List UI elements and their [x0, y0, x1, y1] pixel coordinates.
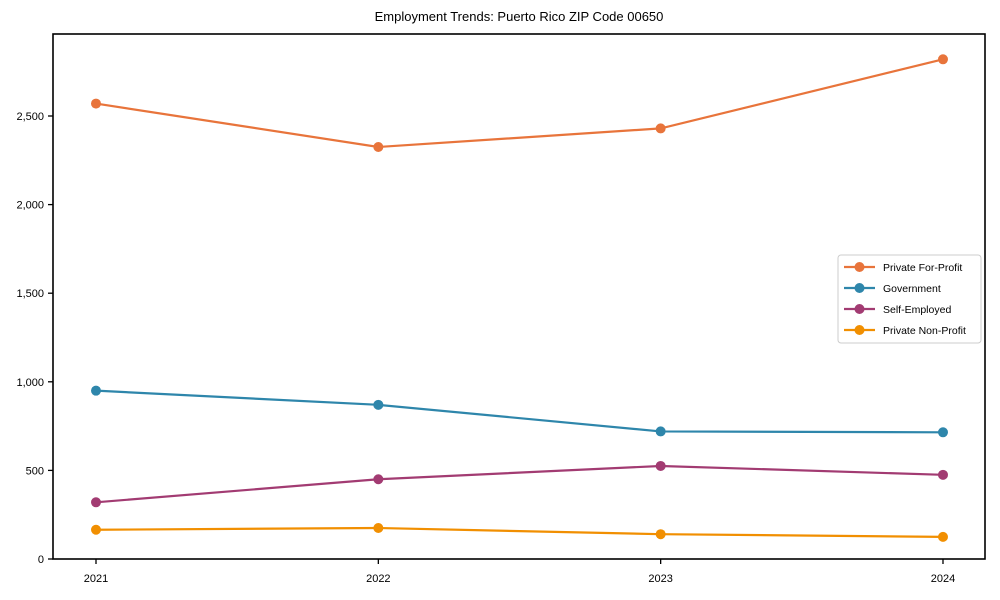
legend-marker-government — [854, 283, 865, 293]
data-point-government-2021 — [91, 385, 101, 396]
data-point-private-non-profit-2023 — [655, 529, 666, 540]
data-point-private-non-profit-2024 — [937, 531, 948, 542]
data-point-private-non-profit-2021 — [91, 524, 101, 535]
plot-border — [52, 33, 986, 560]
legend-marker-private-for-profit — [854, 262, 865, 272]
data-point-self-employed-2024 — [937, 469, 948, 480]
data-point-private-for-profit-2023 — [655, 123, 666, 134]
legend-label-government: Government — [883, 283, 941, 295]
legend-label-private-non-profit: Private Non-Profit — [883, 325, 966, 337]
series-line-self-employed — [94, 464, 945, 504]
chart-title: Employment Trends: Puerto Rico ZIP Code … — [375, 9, 664, 24]
data-point-government-2022 — [373, 399, 384, 410]
series-line-private-for-profit — [94, 58, 945, 149]
series-line-government — [94, 389, 945, 434]
legend-label-self-employed: Self-Employed — [883, 304, 951, 316]
y-tick-label: 500 — [26, 465, 44, 477]
y-tick-label: 2,500 — [16, 111, 44, 123]
y-tick-label: 0 — [38, 554, 44, 566]
data-point-self-employed-2022 — [373, 474, 384, 485]
y-tick-label: 1,500 — [16, 288, 44, 300]
legend-marker-self-employed — [854, 304, 865, 314]
series-line-private-non-profit — [94, 526, 945, 538]
data-point-self-employed-2023 — [655, 460, 666, 471]
x-tick-label: 2021 — [84, 573, 108, 585]
data-point-private-non-profit-2022 — [373, 522, 384, 533]
x-tick-label: 2022 — [366, 573, 390, 585]
legend — [837, 254, 982, 344]
data-point-private-for-profit-2021 — [91, 98, 101, 109]
data-point-private-for-profit-2024 — [937, 54, 948, 65]
data-point-government-2024 — [937, 427, 948, 438]
data-point-self-employed-2021 — [91, 497, 101, 508]
legend-label-private-for-profit: Private For-Profit — [883, 262, 962, 274]
legend-marker-private-non-profit — [854, 325, 865, 335]
y-tick-label: 2,000 — [16, 200, 44, 212]
y-tick-label: 1,000 — [16, 377, 44, 389]
data-point-government-2023 — [655, 426, 666, 437]
data-point-private-for-profit-2022 — [373, 142, 384, 153]
x-tick-label: 2024 — [931, 573, 955, 585]
x-tick-label: 2023 — [648, 573, 672, 585]
